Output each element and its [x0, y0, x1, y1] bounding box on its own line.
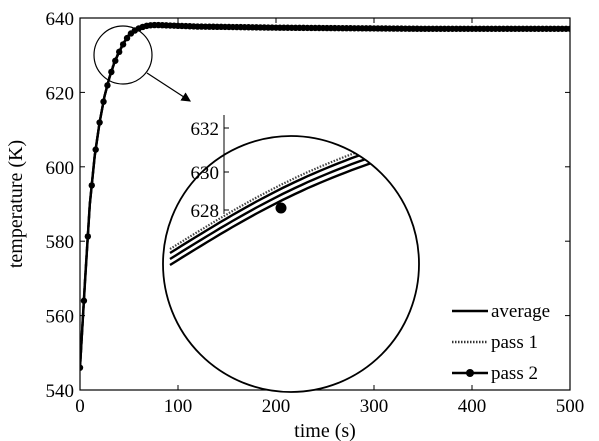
legend-label: pass 1: [491, 332, 538, 353]
y-tick-label: 580: [46, 232, 75, 253]
series-layer: [80, 21, 570, 371]
y-tick-label: 620: [46, 83, 75, 104]
inset-series-line: [169, 136, 419, 250]
data-point: [123, 34, 131, 42]
x-tick-label: 300: [360, 396, 389, 417]
x-tick-label: 0: [75, 396, 85, 417]
x-tick-label: 400: [458, 396, 487, 417]
inset-data-point: [275, 202, 287, 214]
zoom-source-circle: [93, 25, 153, 85]
x-tick-label: 100: [164, 396, 193, 417]
x-axis-ticks: 0 100 200 300 400 500: [75, 18, 584, 417]
y-tick-label: 540: [46, 381, 75, 402]
data-point: [96, 119, 103, 126]
data-point: [566, 25, 570, 32]
legend-label: average: [491, 301, 550, 322]
x-tick-label: 200: [262, 396, 291, 417]
x-axis-label: time (s): [294, 420, 356, 441]
data-point: [116, 48, 123, 56]
inset-y-tick-label: 628: [191, 201, 220, 222]
data-point: [80, 364, 84, 371]
legend: average pass 1 pass 2: [452, 301, 550, 384]
data-point: [84, 233, 92, 240]
legend-marker: [466, 369, 474, 377]
y-axis-label: temperature (K): [5, 140, 27, 268]
data-point: [92, 146, 99, 153]
x-tick-label: 500: [556, 396, 585, 417]
data-point: [104, 82, 111, 89]
data-point: [108, 68, 115, 76]
inset-y-ticks: 628 630 632: [191, 119, 229, 222]
y-tick-label: 600: [46, 158, 75, 179]
zoom-arrow: [146, 72, 192, 102]
data-point: [80, 297, 88, 304]
y-axis-ticks: 540 560 580 600 620 640: [46, 9, 570, 402]
plot-frame: [79, 17, 571, 391]
y-tick-label: 640: [46, 9, 75, 30]
y-tick-label: 560: [46, 307, 75, 328]
legend-label: pass 2: [491, 363, 538, 384]
data-point: [112, 57, 119, 64]
data-point: [100, 98, 107, 105]
zoom-inset: 628 630 632: [162, 115, 420, 393]
inset-y-tick-label: 630: [191, 163, 220, 184]
inset-y-tick-label: 632: [191, 119, 220, 140]
data-point: [119, 41, 127, 48]
data-point: [88, 182, 95, 189]
